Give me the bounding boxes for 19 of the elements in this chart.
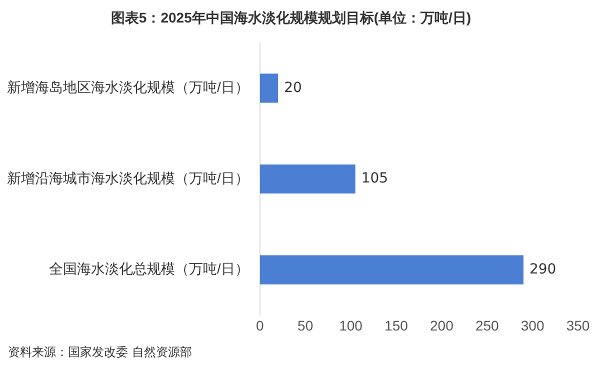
x-tick-label: 350 [566,317,590,334]
data-label: 105 [361,170,388,187]
x-tick-label: 100 [339,317,363,334]
data-label: 20 [284,80,302,96]
x-tick-label: 250 [475,317,500,334]
x-tick-label: 150 [384,317,408,334]
bar [260,164,356,194]
x-tick-label: 300 [520,317,544,334]
text: 资料来源：国家发改委 自然资源部 [8,344,192,361]
x-tick-label: 0 [256,317,264,334]
data-label: 290 [529,261,556,278]
x-tick-label: 50 [298,317,314,334]
bar [260,74,278,103]
x-tick-label: 200 [430,317,454,334]
bar [260,255,524,284]
chart-title: 图表5：2025年中国海水淡化规模规划目标(单位：万吨/日) [110,9,472,26]
y-tick-label: 新增海岛地区海水淡化规模（万吨/日） [7,79,249,96]
y-tick-label: 全国海水淡化总规模（万吨/日） [49,260,249,277]
y-tick-label: 新增沿海城市海水淡化规模（万吨/日） [7,170,249,186]
